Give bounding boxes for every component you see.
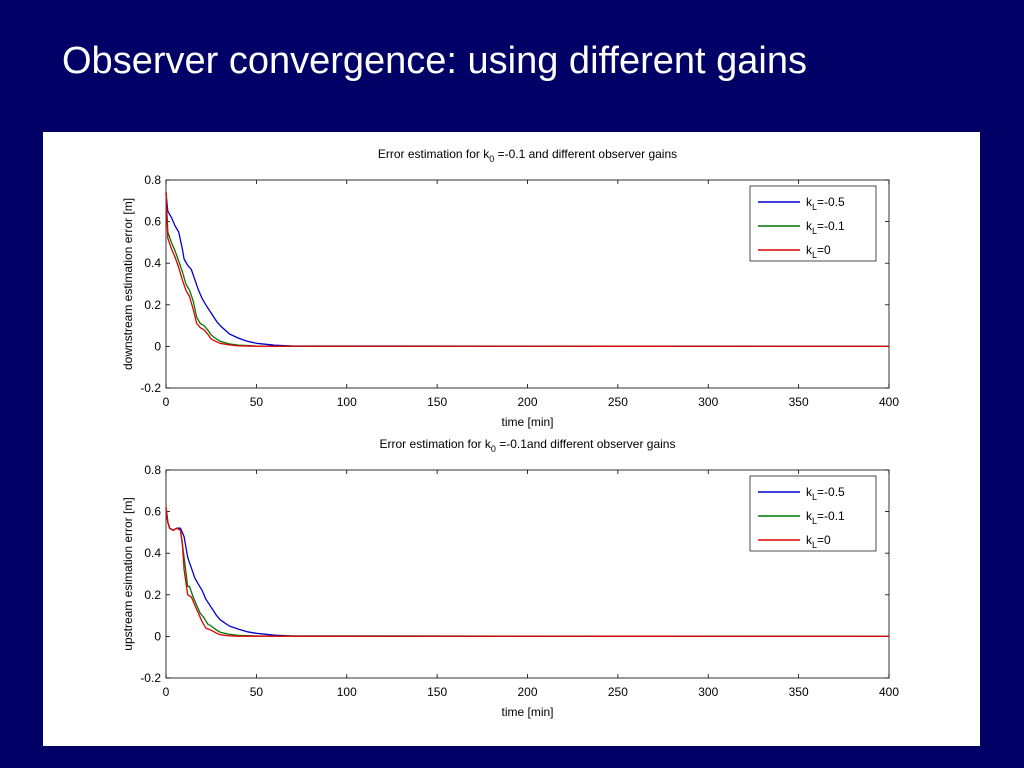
legend: kL=-0.5kL=-0.1kL=0 — [749, 475, 877, 552]
x-tick-label: 350 — [789, 395, 809, 409]
x-tick-label: 50 — [250, 395, 264, 409]
y-axis-label: downstream estimation error [m] — [121, 198, 135, 370]
x-tick-label: 0 — [163, 685, 170, 699]
x-tick-label: 350 — [789, 685, 809, 699]
x-tick-label: 100 — [337, 395, 357, 409]
x-tick-label: 300 — [698, 395, 718, 409]
x-tick-label: 150 — [427, 685, 447, 699]
chart-title-part-1: 0 — [491, 444, 496, 454]
figure-panel: 0 50 100 150 200 250 300 350 400 -0.2 0 0.2 0.4 0.6 0.… — [43, 132, 980, 746]
x-tick-label: 0 — [163, 395, 170, 409]
legend-label-0-part-0: k — [806, 485, 813, 499]
x-axis-label: time [min] — [501, 415, 553, 429]
legend-label-2: kL=0 — [806, 243, 831, 260]
series-line-2 — [165, 507, 890, 638]
legend-label-1-part-0: k — [806, 219, 813, 233]
y-tick-label: 0.4 — [144, 546, 161, 560]
legend-label-0-part-1: L — [812, 492, 817, 502]
x-tick-label: 50 — [250, 685, 264, 699]
x-tick-label: 100 — [337, 685, 357, 699]
chart-title-part-1: 0 — [489, 154, 494, 164]
legend-label-0-part-0: k — [806, 195, 813, 209]
legend-label-1: kL=-0.1 — [806, 219, 845, 236]
x-tick-label: 150 — [427, 395, 447, 409]
y-tick-label: 0.4 — [144, 256, 161, 270]
legend-label-2-part-0: k — [806, 243, 813, 257]
legend: kL=-0.5kL=-0.1kL=0 — [749, 185, 877, 262]
chart-title-part-0: Error estimation for k — [380, 437, 492, 451]
legend-label-1-part-1: L — [812, 516, 817, 526]
chart-title-part-2: =-0.1 and different observer gains — [494, 147, 677, 161]
x-tick-label: 250 — [608, 395, 628, 409]
y-tick-label: -0.2 — [140, 381, 161, 395]
legend-label-2-part-1: L — [812, 540, 817, 550]
y-tick-label: -0.2 — [140, 671, 161, 685]
chart-title: Error estimation for k0 =-0.1 and differ… — [378, 147, 677, 164]
y-axis-label: upstream esimation error [m] — [121, 497, 135, 650]
legend-label-2-part-2: =0 — [817, 243, 831, 257]
series-line-0 — [165, 192, 890, 348]
chart-upstream: 0 50 100 150 200 250 300 350 400-0.200.20.40.60.… — [121, 437, 899, 719]
series-line-2 — [165, 192, 890, 348]
x-tick-label: 400 — [879, 395, 899, 409]
chart-title: Error estimation for k0 =-0.1and differe… — [380, 437, 676, 454]
legend-label-1-part-2: =-0.1 — [817, 219, 845, 233]
chart-downstream: 0 50 100 150 200 250 300 350 400-0.200.20.40.60.… — [121, 147, 899, 429]
chart-title-part-0: Error estimation for k — [378, 147, 490, 161]
legend-label-2: kL=0 — [806, 533, 831, 550]
legend-label-1-part-1: L — [812, 226, 817, 236]
x-tick-label: 200 — [517, 395, 537, 409]
y-tick-label: 0.8 — [144, 173, 161, 187]
y-tick-label: 0.6 — [144, 505, 161, 519]
legend-label-2-part-0: k — [806, 533, 813, 547]
legend-label-0: kL=-0.5 — [806, 195, 845, 212]
x-tick-label: 300 — [698, 685, 718, 699]
y-tick-label: 0.8 — [144, 463, 161, 477]
chart-title-part-2: =-0.1and different observer gains — [496, 437, 676, 451]
x-tick-label: 200 — [517, 685, 537, 699]
legend-label-1-part-2: =-0.1 — [817, 509, 845, 523]
legend-label-0-part-2: =-0.5 — [817, 195, 845, 209]
y-tick-label: 0.2 — [144, 588, 161, 602]
y-tick-label: 0.2 — [144, 298, 161, 312]
slide-title: Observer convergence: using different ga… — [62, 40, 807, 82]
y-tick-label: 0 — [154, 339, 161, 353]
figure-canvas: 0 50 100 150 200 250 300 350 400-0.200.20.40.60.… — [121, 147, 899, 719]
legend-label-0-part-2: =-0.5 — [817, 485, 845, 499]
legend-label-2-part-2: =0 — [817, 533, 831, 547]
x-axis-label: time [min] — [501, 705, 553, 719]
legend-label-0: kL=-0.5 — [806, 485, 845, 502]
legend-label-1: kL=-0.1 — [806, 509, 845, 526]
x-tick-label: 250 — [608, 685, 628, 699]
legend-label-2-part-1: L — [812, 250, 817, 260]
x-tick-label: 400 — [879, 685, 899, 699]
legend-label-0-part-1: L — [812, 202, 817, 212]
series-line-1 — [165, 192, 890, 348]
legend-box — [749, 475, 877, 552]
legend-label-1-part-0: k — [806, 509, 813, 523]
y-tick-label: 0.6 — [144, 215, 161, 229]
y-tick-label: 0 — [154, 629, 161, 643]
legend-box — [749, 185, 877, 262]
